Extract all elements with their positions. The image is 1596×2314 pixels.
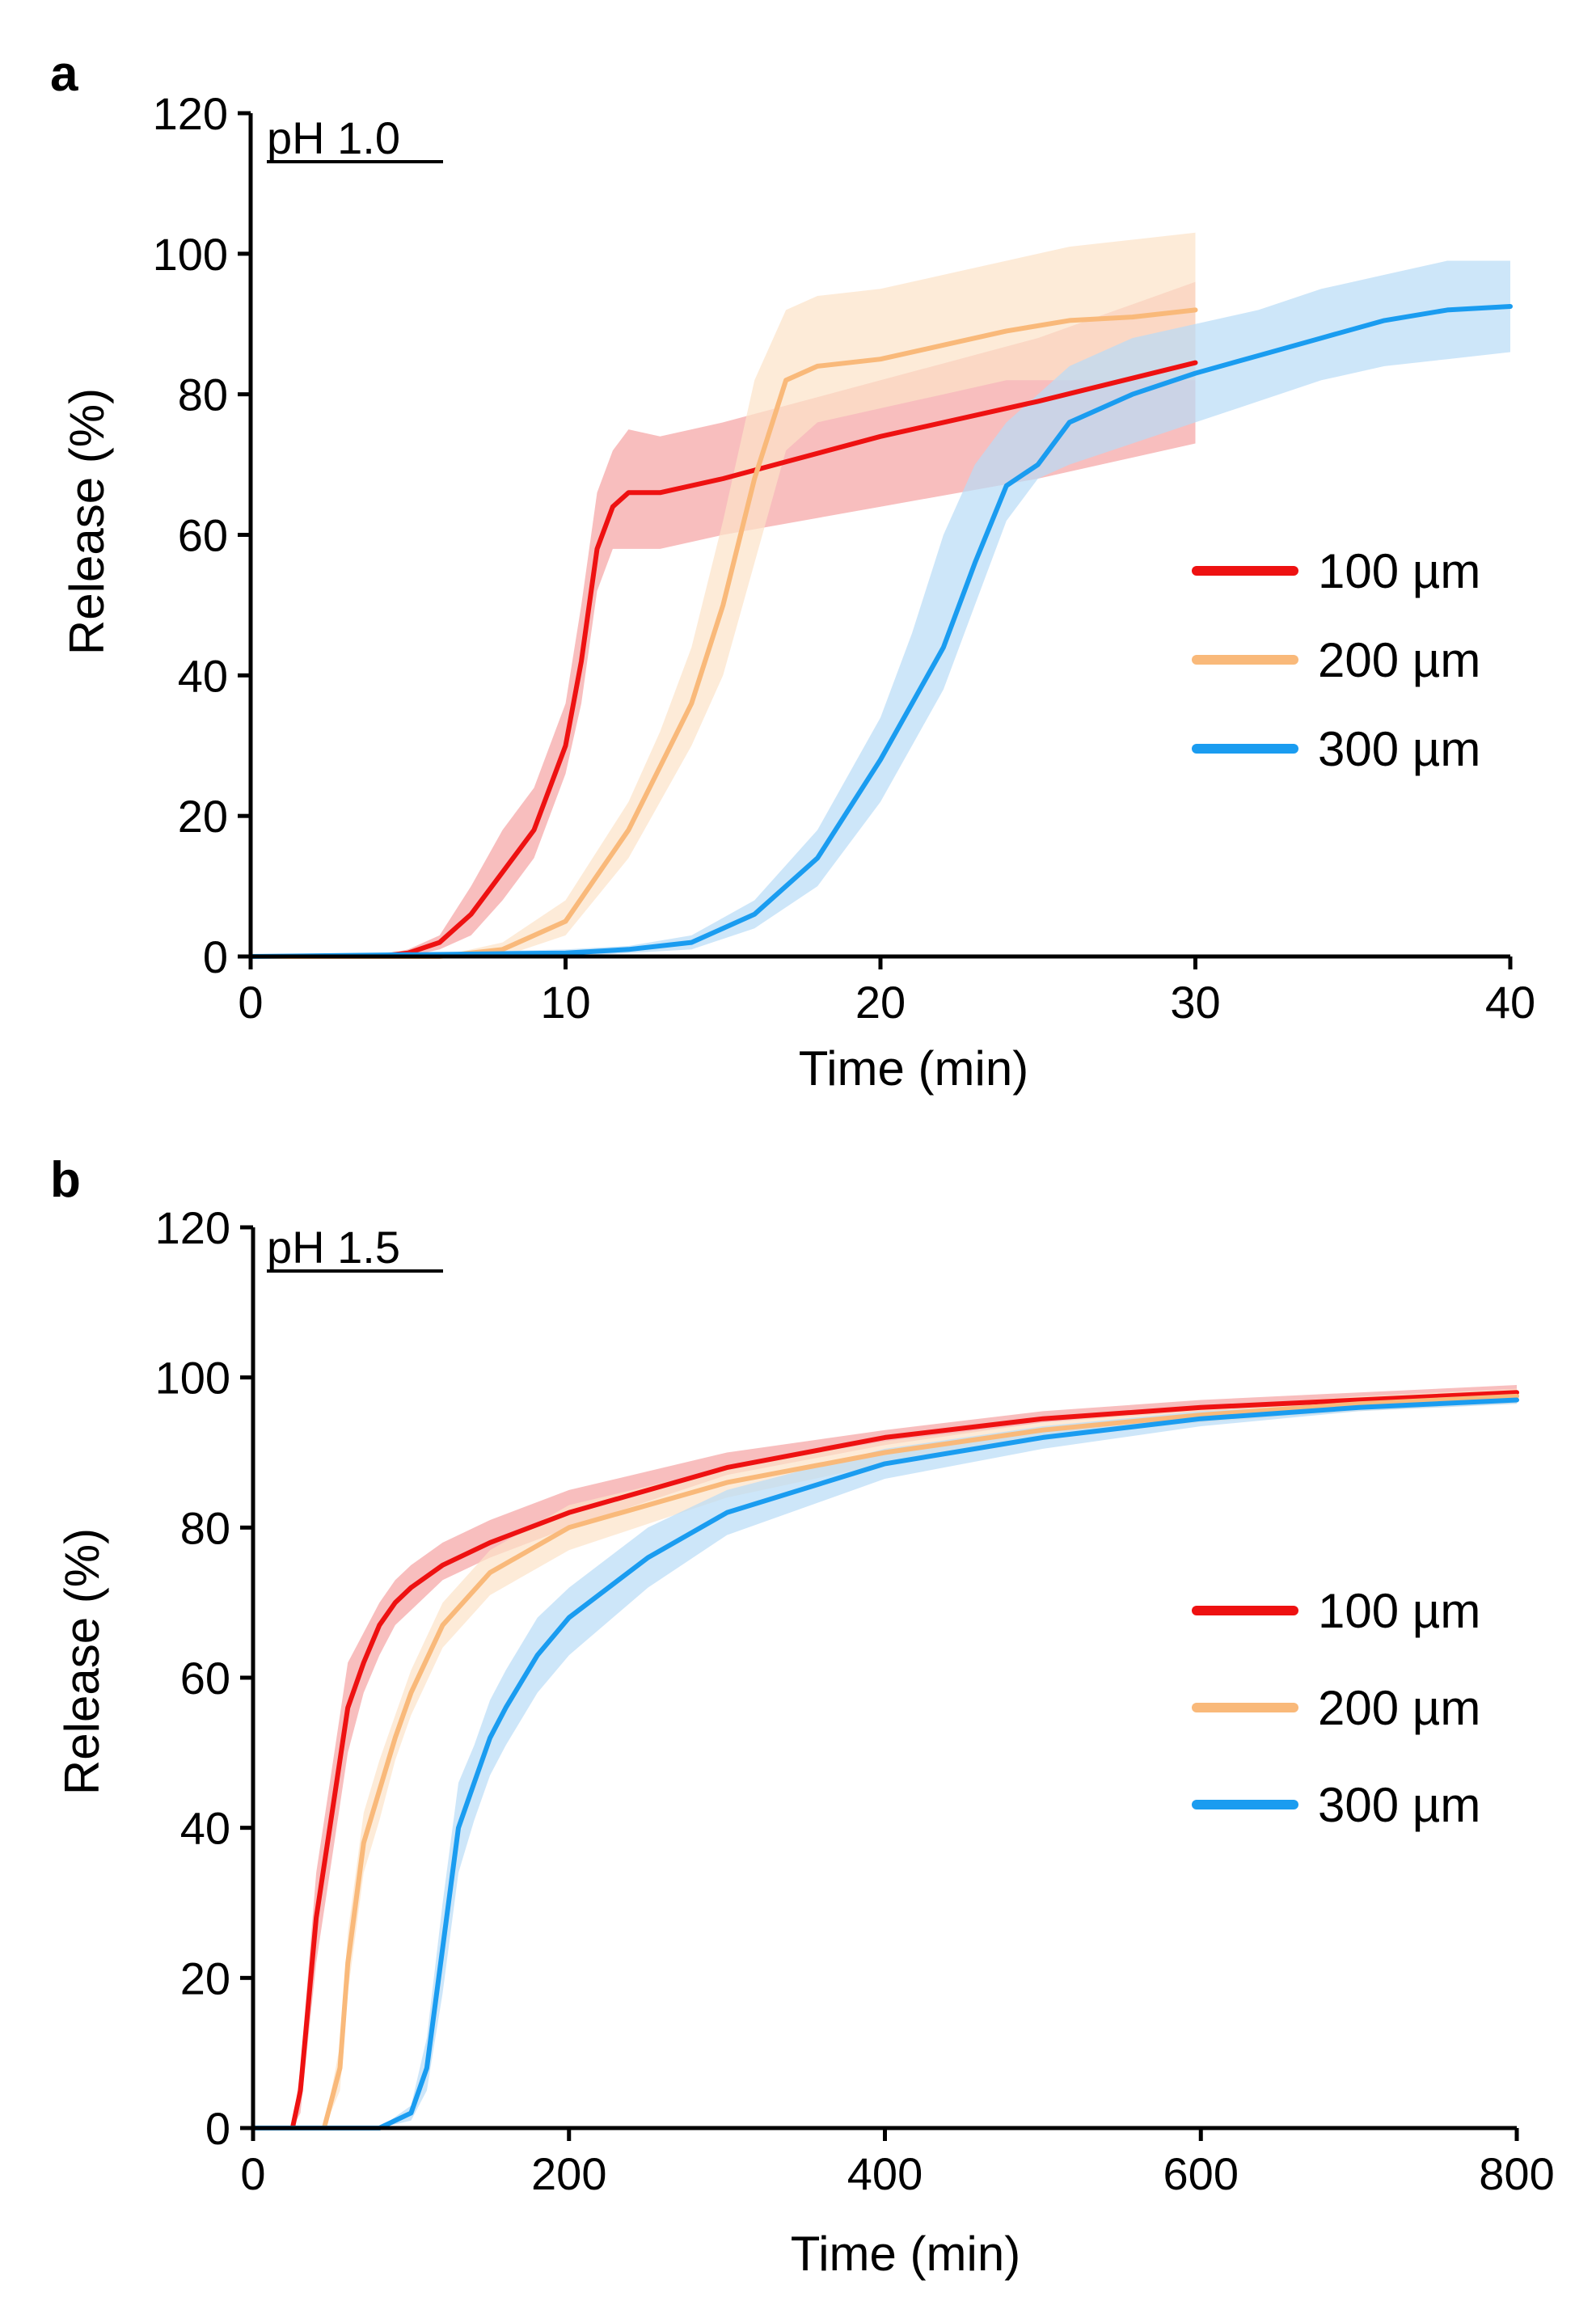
panel-b-x-tick-label-3: 600 [1163,2148,1239,2199]
panel-b-band-1 [253,1388,1517,2128]
panel-b-band-0 [253,1385,1517,2128]
panel-b-legend-label-1: 200 µm [1318,1681,1480,1735]
panel-a-condition-label: pH 1.0 [267,112,400,163]
panel-a-series-line-0 [248,360,1198,959]
panel-a-x-tick-label-3: 30 [1170,977,1220,1028]
panel-b-bands [253,1385,1517,2128]
panel-a-x-tick-label-4: 40 [1485,977,1535,1028]
panel-a-legend: 100 µm 200 µm 300 µm [1192,544,1480,776]
panel-a-y-tick-label-6: 120 [153,88,228,139]
panel-b-series-line-2 [251,1397,1519,2130]
panel-a-legend-label-0: 100 µm [1318,544,1480,598]
panel-b-ylabel: Release (%) [55,1528,109,1795]
panel-b: b 0 20 40 60 80 100 120 0 200 400 600 800 pH 1.5 Ti… [50,1152,1555,2281]
panel-b-y-tick-label-0: 0 [205,2103,230,2154]
panel-b-y-tick-label-2: 40 [180,1803,230,1854]
panel-a-band-1 [251,232,1196,956]
panel-a-condition: pH 1.0 [267,112,443,163]
panel-a-y-tick-label-2: 40 [178,650,228,701]
panel-a-bands [251,232,1510,957]
panel-a-x-tick-label-2: 20 [855,977,906,1028]
panel-a-axes [248,113,1510,959]
panel-a-band-2 [251,260,1510,956]
panel-a-series-line-1 [248,307,1198,959]
panel-a-y-tick-label-5: 100 [153,229,228,280]
panel-b-series-line-0 [251,1390,1519,2130]
panel-b-y-tick-label-3: 60 [180,1653,230,1704]
panel-b-y-tick-label-4: 80 [180,1502,230,1553]
panel-b-x-tick-label-4: 800 [1479,2148,1554,2199]
panel-a-legend-label-2: 300 µm [1318,722,1480,776]
panel-b-letter: b [50,1152,81,1208]
panel-a-legend-label-1: 200 µm [1318,633,1480,687]
panel-b-y-tick-label-1: 20 [180,1953,230,2004]
panel-a-x-tick-label-0: 0 [238,977,263,1028]
panel-a-lines [248,304,1513,959]
panel-a-band-0 [251,281,1196,957]
panel-b-xlabel: Time (min) [791,2227,1020,2281]
panel-b-ticks: 0 20 40 60 80 100 120 0 200 400 600 800 [155,1202,1555,2199]
panel-a-y-tick-label-0: 0 [203,931,228,982]
panel-a-ylabel: Release (%) [60,388,114,655]
panel-b-condition: pH 1.5 [267,1222,443,1273]
panel-a-letter: a [50,46,78,102]
panel-a-ticks: 0 20 40 60 80 100 120 0 10 20 30 40 [153,88,1536,1028]
panel-a-y-tick-label-3: 60 [178,510,228,561]
panel-b-legend: 100 µm 200 µm 300 µm [1192,1584,1480,1832]
panel-b-series-line-1 [251,1393,1519,2130]
panel-a: a 0 20 40 60 80 100 120 0 10 20 30 40 pH 1.0 Time (… [50,46,1535,1096]
panel-b-legend-label-0: 100 µm [1318,1584,1480,1638]
panel-a-y-tick-label-4: 80 [178,369,228,420]
panel-b-x-tick-label-1: 200 [531,2148,606,2199]
panel-b-legend-label-2: 300 µm [1318,1778,1480,1832]
panel-a-y-tick-label-1: 20 [178,791,228,842]
panel-a-series-line-2 [248,304,1513,959]
panel-b-lines [251,1390,1519,2130]
panel-b-y-tick-label-5: 100 [155,1353,230,1404]
panel-b-y-tick-label-6: 120 [155,1202,230,1253]
panel-b-condition-label: pH 1.5 [267,1222,400,1273]
panel-b-x-tick-label-0: 0 [240,2148,265,2199]
panel-a-x-tick-label-1: 10 [540,977,590,1028]
panel-b-band-2 [253,1396,1517,2128]
panel-a-xlabel: Time (min) [799,1041,1028,1096]
panel-b-x-tick-label-2: 400 [847,2148,923,2199]
